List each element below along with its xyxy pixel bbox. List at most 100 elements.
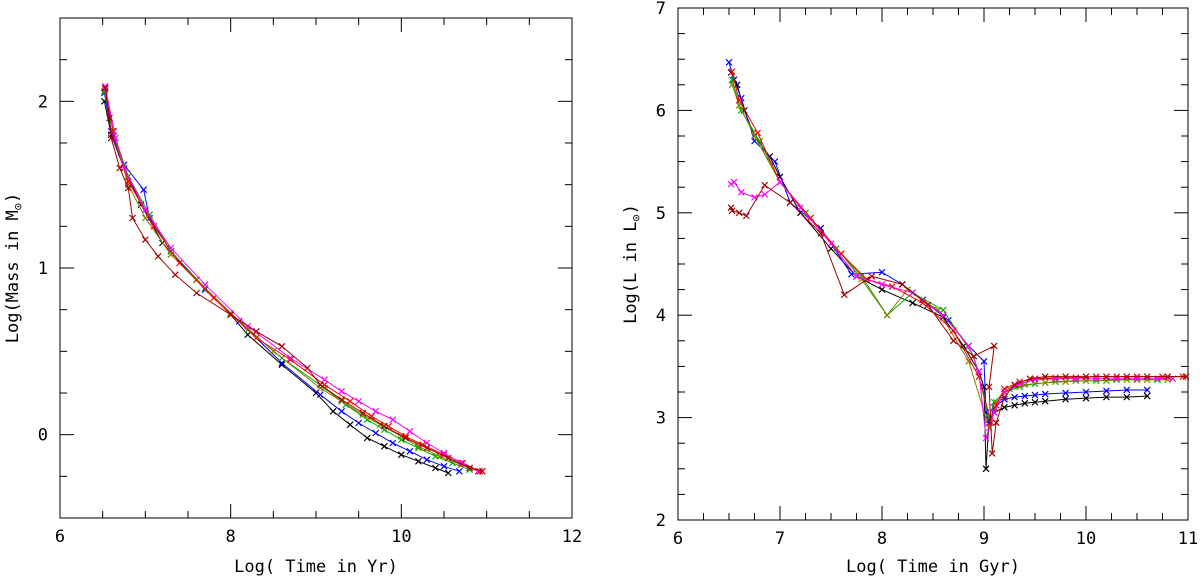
- x-axis-title: Log( Time in Gyr): [846, 557, 1020, 577]
- data-point-brown: [466, 464, 474, 472]
- data-point-olive: [436, 452, 444, 460]
- series-green: [100, 87, 474, 474]
- data-point-red: [919, 299, 927, 307]
- data-point-brown: [193, 289, 200, 297]
- data-point-olive: [728, 81, 736, 89]
- data-point-brown: [316, 381, 324, 389]
- y-tick-label: 2: [38, 92, 48, 112]
- data-point-magenta: [730, 178, 738, 186]
- data-point-magenta: [372, 407, 380, 415]
- data-point-magenta: [338, 387, 346, 395]
- series-line-red: [731, 71, 1183, 425]
- data-point-black: [1102, 393, 1110, 401]
- data-point-brown: [1102, 373, 1110, 381]
- data-point-blue: [1123, 386, 1131, 394]
- data-point-blue: [817, 224, 825, 232]
- data-point-blue: [278, 359, 286, 367]
- data-point-red: [286, 356, 294, 364]
- data-point-olive: [934, 306, 942, 314]
- data-point-blue: [1021, 392, 1029, 400]
- data-point-blue: [1041, 390, 1049, 398]
- data-point-magenta: [167, 244, 175, 252]
- data-point-brown: [761, 181, 769, 189]
- data-point-black: [1000, 403, 1008, 411]
- data-point-blue: [423, 456, 431, 464]
- data-point-magenta: [406, 427, 414, 435]
- y-axis-title-close: ): [3, 193, 23, 203]
- x-tick-label: 10: [391, 527, 411, 547]
- data-point-blue: [771, 158, 779, 166]
- data-point-olive: [1041, 379, 1049, 387]
- x-tick-label: 8: [877, 529, 887, 549]
- data-point-red: [210, 294, 218, 302]
- series-brown: [727, 181, 1190, 457]
- data-point-green: [756, 137, 764, 145]
- data-point-brown: [154, 252, 162, 260]
- series-black: [727, 69, 1151, 473]
- x-tick-label: 6: [673, 529, 683, 549]
- data-point-brown: [101, 84, 109, 92]
- series-line-magenta: [104, 86, 479, 472]
- data-point-magenta: [101, 82, 109, 90]
- data-point-black: [432, 464, 439, 472]
- data-point-brown: [840, 291, 848, 299]
- data-point-black: [244, 331, 252, 339]
- data-point-black: [1011, 401, 1019, 409]
- series-line-magenta: [730, 181, 1173, 439]
- data-point-blue: [406, 447, 414, 455]
- data-point-magenta: [201, 281, 209, 289]
- data-point-olive: [338, 397, 346, 405]
- data-point-brown: [252, 327, 260, 335]
- data-point-brown: [1011, 381, 1019, 389]
- data-point-blue: [316, 391, 324, 399]
- data-point-olive: [883, 311, 891, 319]
- data-point-brown: [1182, 373, 1190, 381]
- data-point-magenta: [990, 409, 998, 416]
- data-point-blue: [355, 419, 363, 427]
- data-point-olive: [1062, 378, 1070, 386]
- data-point-olive: [1123, 376, 1131, 384]
- data-point-magenta: [827, 240, 835, 247]
- series-red: [728, 68, 1187, 427]
- data-point-brown: [1062, 373, 1070, 381]
- series-line-olive: [104, 89, 479, 472]
- data-point-brown: [949, 337, 957, 345]
- data-point-black: [1082, 394, 1090, 402]
- right-panel-luminosity-vs-time: 6 7 8 9 10 11 2 3 4 5 6 7 Log( Time in Gyr) Log(L in …: [621, 0, 1198, 577]
- x-tick-label: 9: [979, 529, 989, 549]
- data-point-black: [414, 457, 422, 465]
- data-point-red: [728, 68, 736, 75]
- data-point-olive: [167, 251, 175, 259]
- data-point-brown: [728, 207, 736, 215]
- data-point-brown: [742, 212, 750, 220]
- data-point-magenta: [141, 206, 149, 214]
- series-line-black: [103, 101, 449, 474]
- data-point-red: [150, 222, 158, 230]
- data-point-blue: [980, 357, 988, 365]
- data-point-olive: [414, 442, 422, 450]
- data-point-red: [476, 467, 484, 475]
- data-point-brown: [1143, 373, 1151, 381]
- data-point-brown: [141, 236, 149, 244]
- data-point-red: [837, 250, 845, 258]
- data-point-blue: [1062, 389, 1070, 397]
- series-line-black: [730, 72, 1148, 469]
- data-point-brown: [423, 444, 431, 452]
- data-point-blue: [1011, 393, 1019, 401]
- data-point-brown: [380, 422, 388, 430]
- y-tick-label: 5: [656, 204, 666, 224]
- data-point-magenta: [965, 342, 973, 350]
- x-tick-label: 10: [1076, 529, 1096, 549]
- plot-frame: [59, 17, 573, 519]
- data-point-red: [252, 334, 260, 342]
- data-point-red: [1051, 374, 1059, 382]
- data-point-blue: [140, 186, 148, 194]
- series-line-brown: [730, 184, 1186, 454]
- x-tick-label: 6: [55, 527, 65, 547]
- data-point-brown: [227, 311, 235, 319]
- series-olive: [101, 86, 482, 475]
- data-point-brown: [1123, 373, 1131, 381]
- data-point-brown: [478, 467, 486, 475]
- series-line-brown: [104, 87, 483, 472]
